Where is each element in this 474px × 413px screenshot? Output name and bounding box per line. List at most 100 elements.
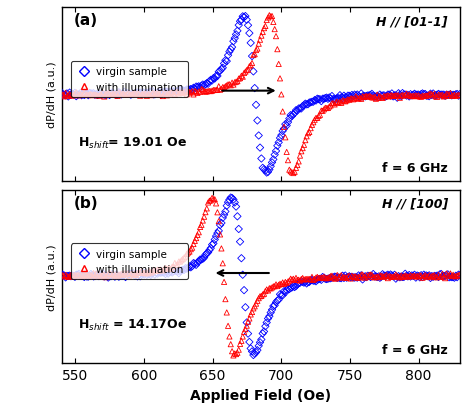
Point <box>346 97 353 104</box>
Point <box>99 90 107 96</box>
Point <box>313 115 321 122</box>
Point <box>162 265 169 272</box>
Point <box>183 266 191 272</box>
Point <box>456 92 464 98</box>
Point <box>276 291 284 298</box>
Point <box>255 133 263 140</box>
Point <box>119 273 127 280</box>
Point <box>362 94 369 100</box>
Point <box>313 274 321 280</box>
Point <box>107 271 115 278</box>
Point <box>324 105 332 112</box>
Point <box>170 268 177 275</box>
Point <box>399 93 406 99</box>
Point <box>61 273 68 280</box>
Point <box>388 274 396 280</box>
Point <box>76 273 84 280</box>
Point <box>446 274 453 281</box>
Point <box>138 271 146 277</box>
Point <box>235 226 243 233</box>
Point <box>182 89 189 95</box>
Point <box>83 92 91 98</box>
Point <box>140 270 148 276</box>
Point <box>75 272 83 279</box>
Point <box>421 273 429 279</box>
Point <box>151 267 159 274</box>
Point <box>400 92 408 99</box>
Point <box>273 47 281 53</box>
Point <box>354 275 361 281</box>
Point <box>146 271 153 278</box>
Point <box>156 266 164 273</box>
Point <box>280 281 288 287</box>
Point <box>271 283 278 290</box>
Point <box>194 232 201 239</box>
Point <box>438 93 446 99</box>
Point <box>412 93 419 99</box>
Point <box>303 280 310 287</box>
Point <box>127 92 135 98</box>
Point <box>327 96 334 103</box>
Point <box>182 88 189 95</box>
Point <box>112 91 120 97</box>
Point <box>287 113 294 119</box>
Point <box>127 271 135 278</box>
Point <box>374 93 381 100</box>
Point <box>436 271 444 278</box>
Point <box>299 275 306 282</box>
Point <box>73 94 80 100</box>
Point <box>74 272 82 278</box>
Point <box>376 272 383 279</box>
Point <box>247 40 255 47</box>
Point <box>300 142 308 149</box>
Point <box>308 274 316 280</box>
Point <box>216 68 224 75</box>
Point <box>184 265 192 271</box>
Point <box>222 209 229 215</box>
Point <box>393 93 401 100</box>
Point <box>212 74 220 80</box>
Point <box>415 93 422 100</box>
Point <box>240 15 248 21</box>
Point <box>279 128 286 135</box>
Point <box>110 91 118 98</box>
Point <box>282 279 289 285</box>
Point <box>419 274 426 281</box>
Point <box>259 165 266 172</box>
Point <box>435 91 442 98</box>
Point <box>150 90 157 97</box>
Point <box>146 90 153 96</box>
Point <box>146 268 153 275</box>
Point <box>451 92 458 99</box>
Point <box>326 275 333 282</box>
Point <box>429 274 437 280</box>
Point <box>319 274 327 281</box>
Point <box>385 273 393 280</box>
Point <box>415 92 422 99</box>
Point <box>433 274 441 281</box>
Point <box>198 83 205 90</box>
Point <box>337 275 345 282</box>
Point <box>84 274 92 280</box>
Point <box>433 273 441 279</box>
Point <box>90 270 97 277</box>
Point <box>186 87 193 94</box>
Point <box>340 274 348 281</box>
Point <box>424 93 432 100</box>
Point <box>287 285 294 292</box>
Point <box>285 116 293 123</box>
Point <box>313 277 321 283</box>
Point <box>159 268 167 274</box>
Point <box>429 273 437 279</box>
Point <box>70 273 77 280</box>
Point <box>207 77 215 84</box>
Point <box>159 93 167 100</box>
Point <box>306 276 313 282</box>
Point <box>341 274 349 281</box>
Point <box>175 88 182 95</box>
Point <box>315 97 322 103</box>
Point <box>79 273 87 280</box>
Point <box>295 280 302 287</box>
Point <box>67 93 75 99</box>
Point <box>421 92 429 98</box>
